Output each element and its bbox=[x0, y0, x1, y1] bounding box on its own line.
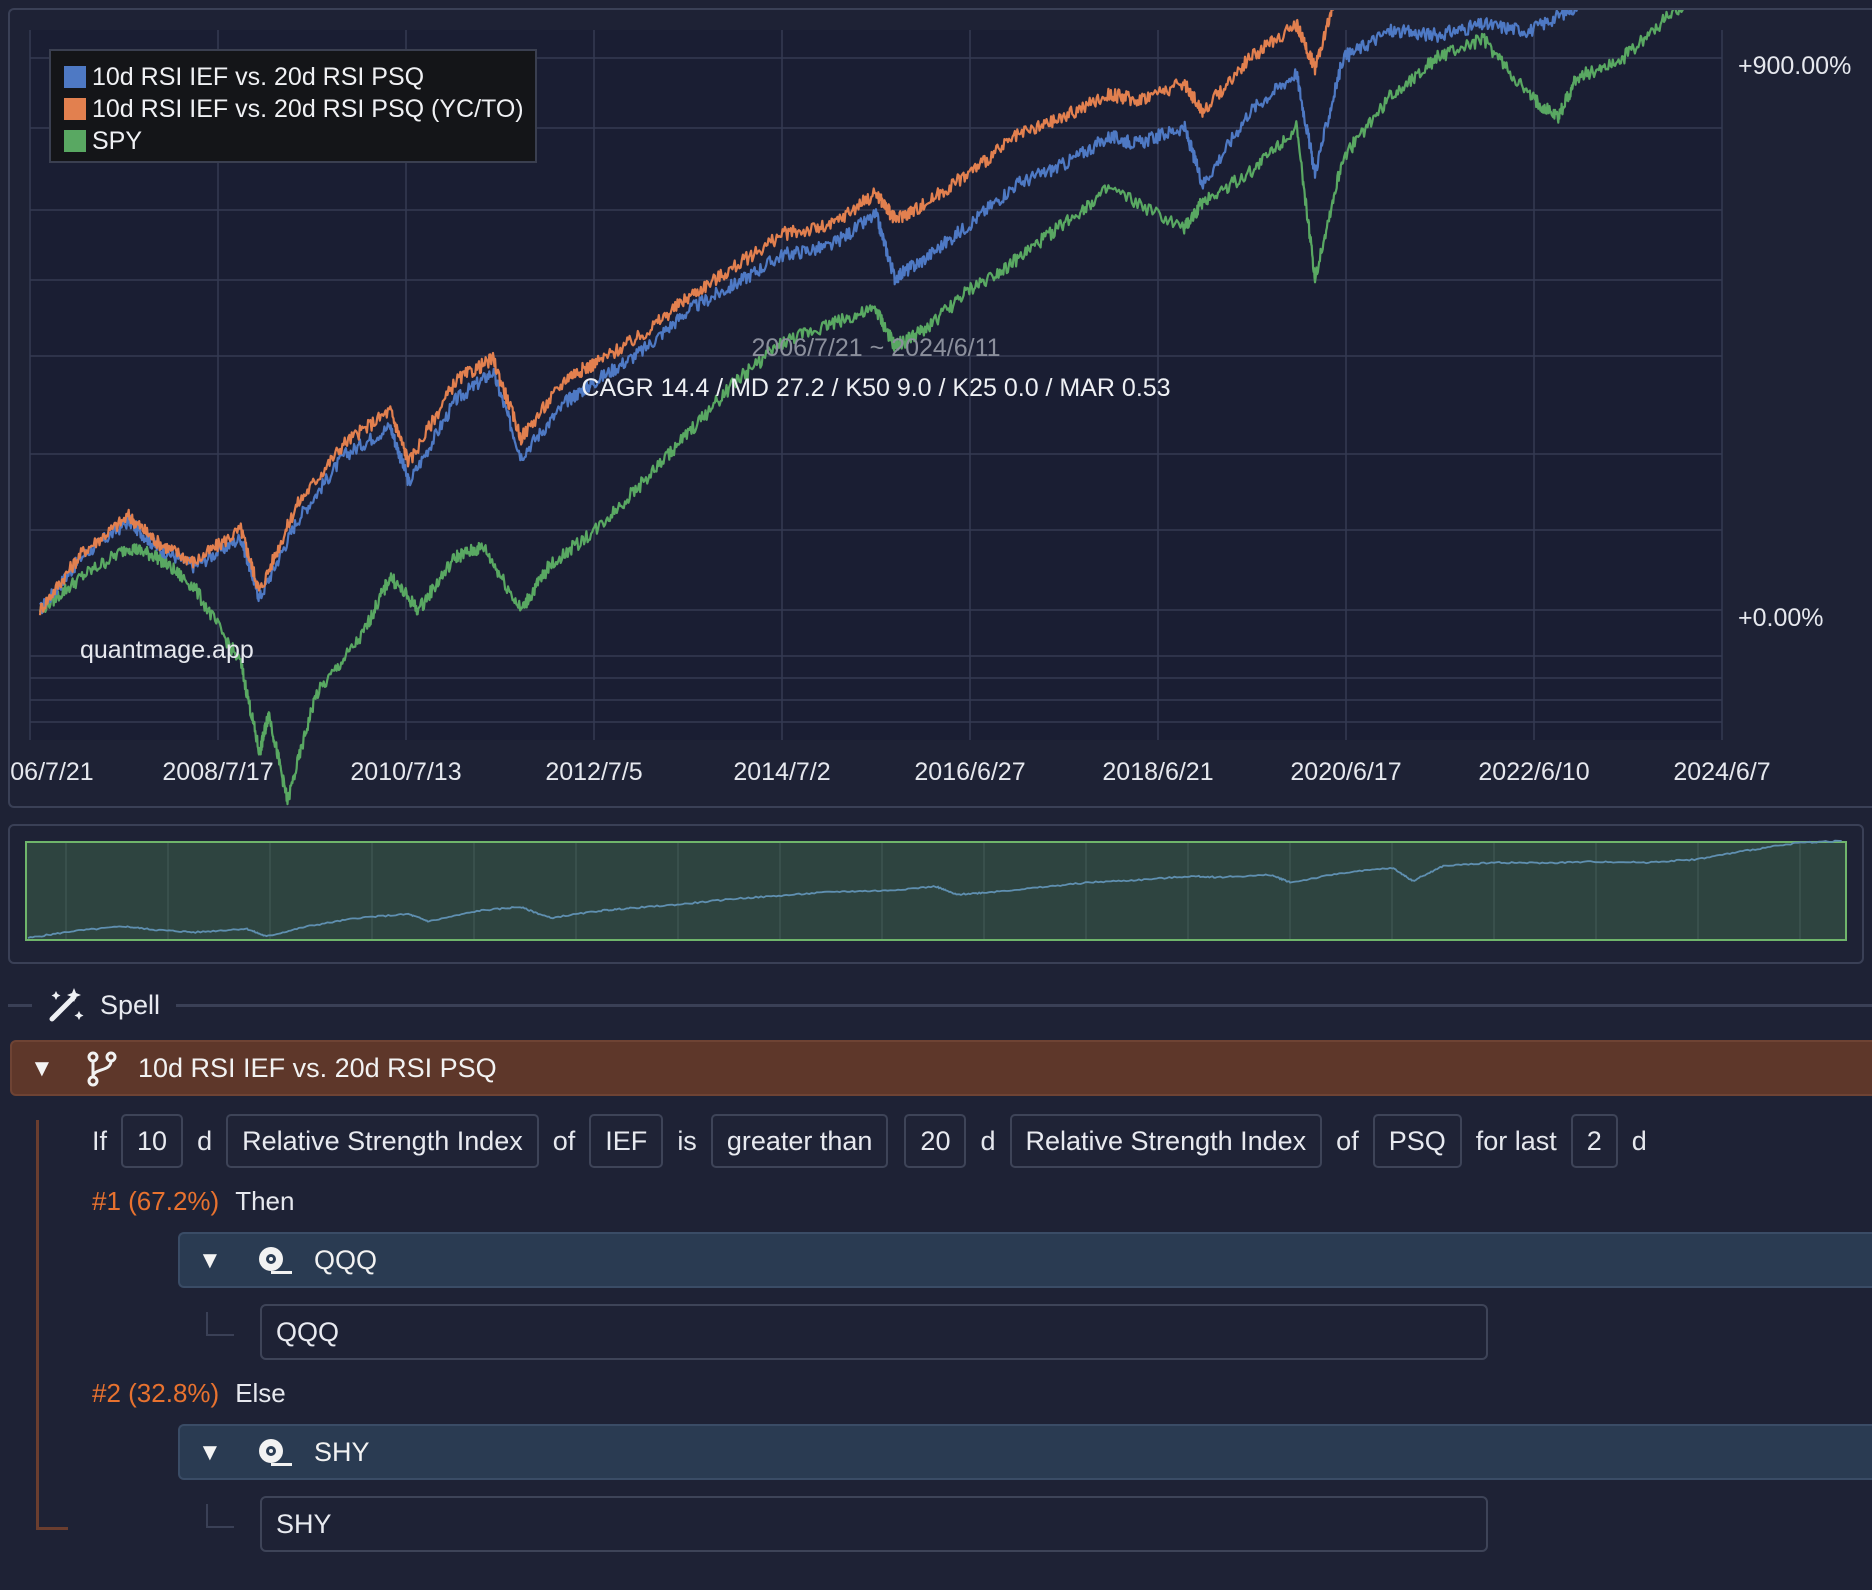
legend-box bbox=[49, 49, 537, 163]
legend-entry[interactable]: SPY bbox=[92, 127, 142, 155]
divider-line-right bbox=[176, 1004, 1872, 1007]
collapse-triangle-icon[interactable]: ▼ bbox=[30, 1055, 54, 1082]
else-asset-field[interactable]: SHY bbox=[260, 1496, 1488, 1552]
x-axis-tick-label: 2024/6/7 bbox=[1673, 758, 1770, 786]
divider-line-left bbox=[8, 1004, 32, 1007]
unit3-label: d bbox=[1631, 1125, 1647, 1156]
else-group-title: SHY bbox=[314, 1437, 370, 1467]
window1-input[interactable]: 10 bbox=[121, 1114, 184, 1168]
branch-tree-line bbox=[36, 1120, 68, 1530]
then-label: #1 (67.2%) Then bbox=[92, 1186, 294, 1217]
stats-title: CAGR 14.4 / MD 27.2 / K50 9.0 / K25 0.0 … bbox=[581, 374, 1170, 402]
asset2-input[interactable]: PSQ bbox=[1372, 1114, 1462, 1168]
asset1-input[interactable]: IEF bbox=[589, 1114, 664, 1168]
x-axis-tick-label: 2012/7/5 bbox=[545, 758, 642, 786]
y-axis-label-900: +900.00% bbox=[1738, 52, 1851, 80]
x-axis-tick-label: 06/7/21 bbox=[10, 758, 93, 786]
window2-input[interactable]: 20 bbox=[904, 1114, 967, 1168]
legend-entry[interactable]: 10d RSI IEF vs. 20d RSI PSQ bbox=[92, 63, 424, 91]
indicator1-select[interactable]: Relative Strength Index bbox=[226, 1114, 539, 1168]
comparator-select[interactable]: greater than bbox=[710, 1114, 889, 1168]
legend-swatch bbox=[64, 130, 86, 152]
navigator-series-line bbox=[27, 839, 1842, 939]
then-group-title: QQQ bbox=[314, 1245, 378, 1275]
x-axis-tick-label: 2022/6/10 bbox=[1478, 758, 1589, 786]
x-axis-tick-label: 2014/7/2 bbox=[733, 758, 830, 786]
else-label: #2 (32.8%) Else bbox=[92, 1378, 286, 1409]
branch-icon bbox=[87, 1051, 117, 1087]
navigator-selection[interactable] bbox=[25, 841, 1847, 941]
then-asset-ticker: QQQ bbox=[276, 1317, 340, 1347]
then-keyword: Then bbox=[235, 1186, 295, 1216]
of2-label: of bbox=[1336, 1125, 1359, 1156]
condition-row: If 10 d Relative Strength Index of IEF i… bbox=[92, 1112, 1661, 1170]
equity-chart[interactable]: +900.00% +0.00% 06/7/21 2008/7/17 2010/7/13 2… bbox=[10, 10, 1872, 810]
series-line-1[interactable] bbox=[38, 10, 1712, 616]
x-axis-tick-label: 2008/7/17 bbox=[162, 758, 273, 786]
else-asset-ticker: SHY bbox=[276, 1509, 332, 1539]
x-axis-tick-label: 2016/6/27 bbox=[914, 758, 1025, 786]
x-axis-tick-label: 2018/6/21 bbox=[1102, 758, 1213, 786]
chart-legend: 10d RSI IEF vs. 20d RSI PSQ 10d RSI IEF v… bbox=[49, 49, 537, 163]
spell-label: Spell bbox=[100, 990, 161, 1020]
series-line-2[interactable] bbox=[38, 10, 1712, 806]
else-group-header[interactable]: ▼ SHY bbox=[178, 1424, 1872, 1480]
x-axis-tick-label: 2020/6/17 bbox=[1290, 758, 1401, 786]
of1-label: of bbox=[552, 1125, 576, 1156]
then-asset-field[interactable]: QQQ bbox=[260, 1304, 1488, 1360]
x-axis-tick-label: 2010/7/13 bbox=[350, 758, 461, 786]
then-weight: #1 (67.2%) bbox=[92, 1186, 220, 1216]
unit1-label: d bbox=[197, 1125, 213, 1156]
if-keyword: If bbox=[92, 1125, 108, 1156]
legend-entry[interactable]: 10d RSI IEF vs. 20d RSI PSQ (YC/TO) bbox=[92, 95, 524, 123]
range-navigator[interactable] bbox=[8, 824, 1864, 964]
unit2-label: d bbox=[980, 1125, 996, 1156]
collapse-triangle-icon[interactable]: ▼ bbox=[198, 1439, 222, 1466]
asset-icon bbox=[259, 1439, 292, 1466]
series-line-0[interactable] bbox=[39, 10, 1712, 615]
branch-node-header[interactable]: ▼ 10d RSI IEF vs. 20d RSI PSQ bbox=[10, 1040, 1872, 1096]
indicator2-select[interactable]: Relative Strength Index bbox=[1009, 1114, 1323, 1168]
y-axis-label-0: +0.00% bbox=[1738, 604, 1824, 632]
else-asset-connector bbox=[206, 1504, 234, 1528]
legend-swatch bbox=[64, 66, 86, 88]
then-asset-connector bbox=[206, 1312, 234, 1336]
then-group-header[interactable]: ▼ QQQ bbox=[178, 1232, 1872, 1288]
legend-swatch bbox=[64, 98, 86, 120]
days-input[interactable]: 2 bbox=[1570, 1114, 1618, 1168]
chart-panel: +900.00% +0.00% 06/7/21 2008/7/17 2010/7/13 2… bbox=[8, 8, 1872, 808]
navigator-chart[interactable] bbox=[10, 826, 1866, 966]
magic-wand-icon bbox=[49, 988, 84, 1022]
branch-title: 10d RSI IEF vs. 20d RSI PSQ bbox=[138, 1053, 497, 1083]
asset-icon bbox=[259, 1247, 292, 1274]
is-label: is bbox=[677, 1125, 697, 1156]
collapse-triangle-icon[interactable]: ▼ bbox=[198, 1247, 222, 1274]
else-weight: #2 (32.8%) bbox=[92, 1378, 220, 1408]
date-range-title: 2006/7/21 ~ 2024/6/11 bbox=[751, 334, 1000, 362]
else-keyword: Else bbox=[235, 1378, 286, 1408]
watermark: quantmage.app bbox=[80, 636, 254, 664]
for-last-label: for last bbox=[1475, 1125, 1557, 1156]
spell-divider: Spell bbox=[8, 985, 1872, 1025]
